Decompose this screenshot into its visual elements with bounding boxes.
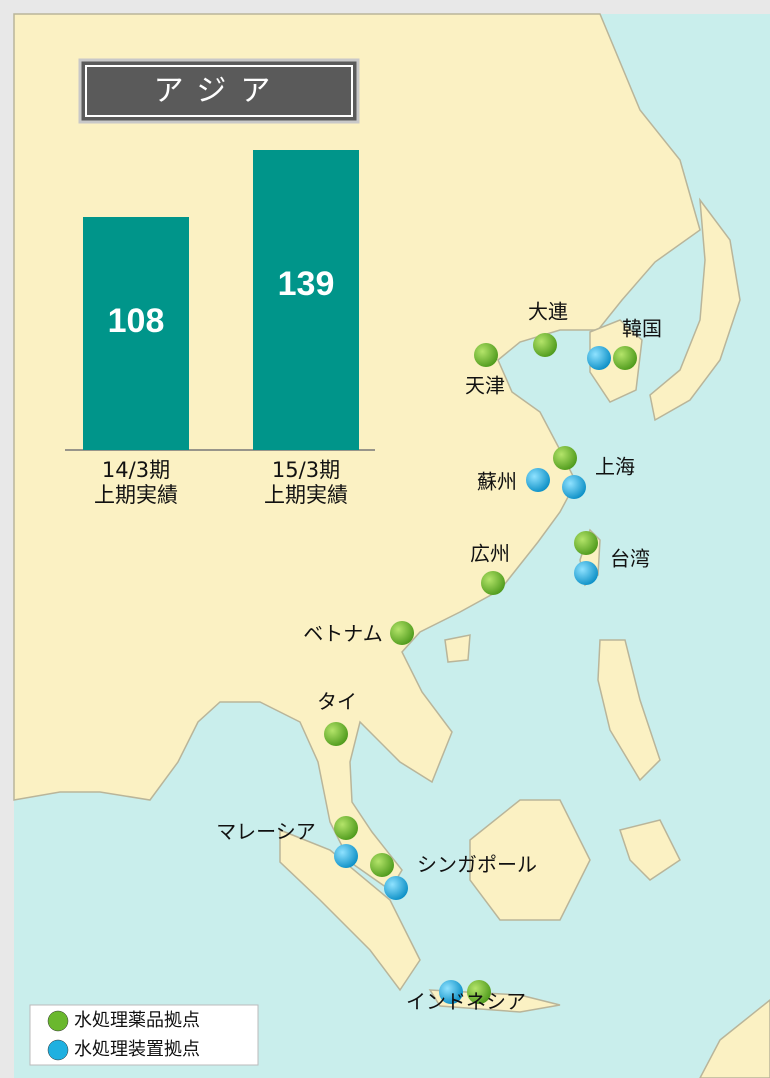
location-dots — [324, 333, 637, 1004]
dot — [481, 571, 505, 595]
dot — [467, 980, 491, 1004]
dot — [474, 343, 498, 367]
dot — [553, 446, 577, 470]
location-label: 広州 — [470, 542, 510, 566]
location-label: 大連 — [528, 300, 568, 324]
dot — [384, 876, 408, 900]
dot — [574, 531, 598, 555]
legend-swatch — [47, 1010, 69, 1032]
title-box — [78, 58, 360, 124]
location-label: 蘇州 — [477, 470, 517, 494]
dot — [587, 346, 611, 370]
title-inner — [85, 65, 353, 117]
value-label: 139 — [277, 265, 335, 303]
dot — [574, 561, 598, 585]
dot — [390, 621, 414, 645]
location-label: マレーシア — [216, 820, 316, 844]
dot — [613, 346, 637, 370]
legend-label: 水処理装置拠点 — [74, 1039, 200, 1060]
legend-swatch — [47, 1039, 69, 1061]
bar — [83, 216, 189, 450]
dot — [334, 816, 358, 840]
legend-label: 水処理薬品拠点 — [74, 1010, 200, 1031]
dot — [562, 475, 586, 499]
bar — [253, 150, 359, 450]
dot — [439, 980, 463, 1004]
location-label: ベトナム — [303, 622, 382, 646]
dot — [324, 722, 348, 746]
location-label: インドネシア — [406, 990, 526, 1014]
category-label: 14/3期 上期実績 — [94, 458, 178, 507]
category-label: 15/3期 上期実績 — [264, 458, 348, 507]
title: アジア — [154, 74, 285, 109]
dot — [370, 853, 394, 877]
dot — [334, 844, 358, 868]
dot — [533, 333, 557, 357]
location-label: 上海 — [595, 455, 635, 479]
value-label: 108 — [107, 301, 165, 340]
legend-box — [29, 1004, 259, 1066]
location-label: 台湾 — [610, 547, 650, 571]
location-label: 天津 — [465, 374, 505, 398]
location-label: 韓国 — [622, 317, 662, 341]
location-label: シンガポール — [417, 853, 537, 877]
location-label: タイ — [317, 690, 357, 714]
dot — [526, 468, 550, 492]
